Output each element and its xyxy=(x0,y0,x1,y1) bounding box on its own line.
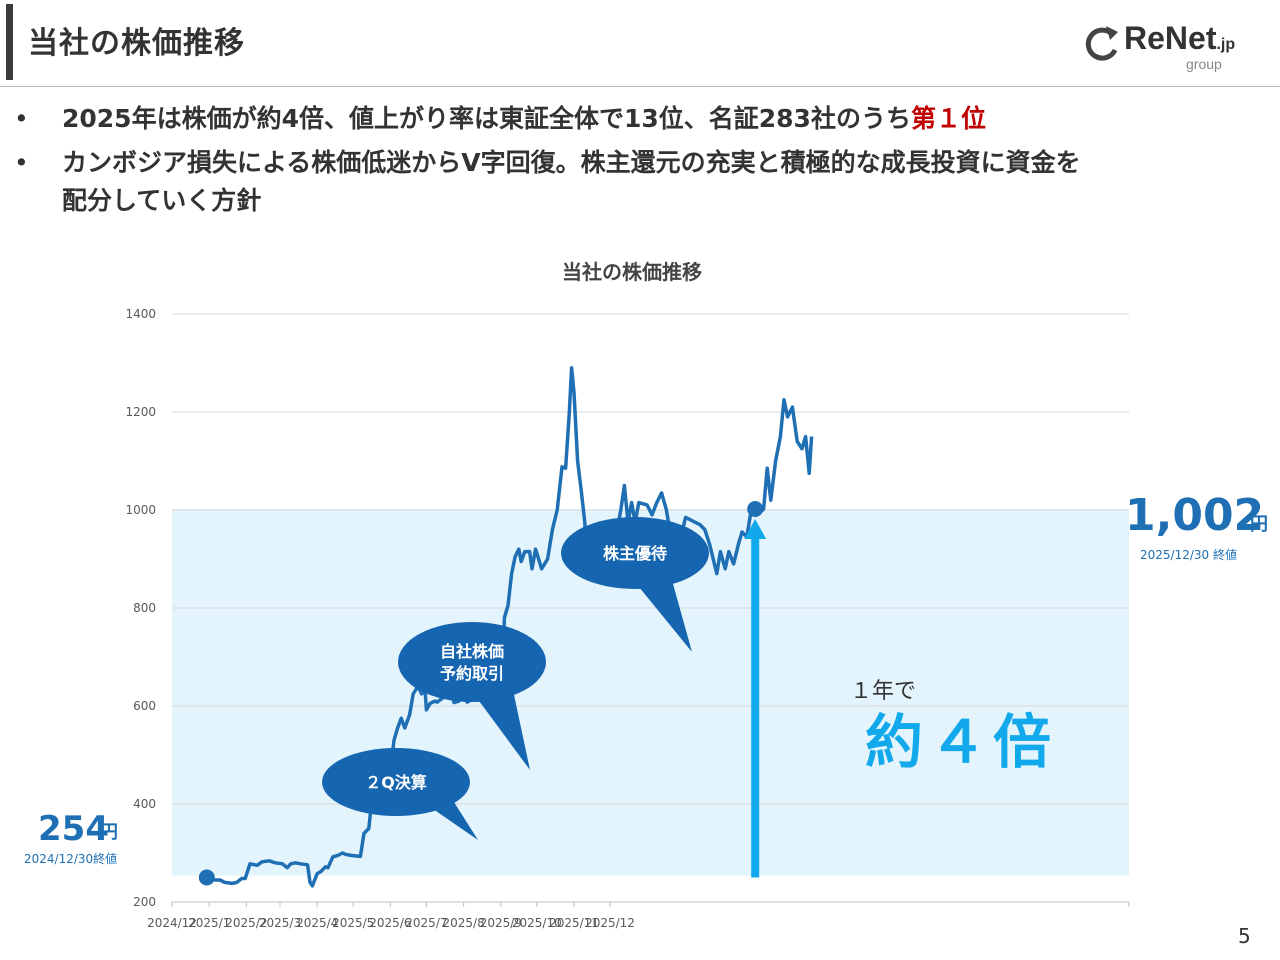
x-tick-label: 2025/7 xyxy=(405,916,447,930)
callout-shareholder-benefit: 株主優待 xyxy=(561,517,709,652)
bullet-item: • 2025年は株価が約4倍、値上がり率は東証全体で13位、名証283社のうち第… xyxy=(14,100,1254,138)
growth-arrow-shaft xyxy=(751,535,760,878)
bullet-text-continued: 配分していく方針 xyxy=(62,186,262,215)
x-tick-label: 2025/8 xyxy=(442,916,484,930)
growth-arrow-head xyxy=(744,519,767,540)
x-tick-label: 2024/12 xyxy=(147,916,197,930)
y-tick-label: 1400 xyxy=(125,307,156,321)
y-tick-label: 1200 xyxy=(125,405,156,419)
bullet-text: カンボジア損失による株価低迷からV字回復。株主還元の充実と積極的な成長投資に資金… xyxy=(62,148,1081,177)
x-tick-label: 2025/9 xyxy=(480,916,522,930)
page-number: 5 xyxy=(1238,924,1251,948)
page-title: 当社の株価推移 xyxy=(28,26,245,61)
callout-text: ２Q決算 xyxy=(365,773,427,792)
bullet-item: • カンボジア損失による株価低迷からV字回復。株主還元の充実と積極的な成長投資に… xyxy=(14,144,1254,220)
logo-subtitle: group xyxy=(1186,56,1222,72)
bullet-list: • 2025年は株価が約4倍、値上がり率は東証全体で13位、名証283社のうち第… xyxy=(14,100,1254,226)
x-tick-label: 2025/1 xyxy=(188,916,230,930)
price-line xyxy=(206,366,814,888)
y-tick-label: 1000 xyxy=(125,503,156,517)
bullet-highlight: 第１位 xyxy=(910,104,986,133)
x-tick-label: 2025/2 xyxy=(225,916,267,930)
company-logo: ReNet.jp group xyxy=(1082,20,1262,76)
chart-title: 当社の株価推移 xyxy=(562,260,702,284)
bullet-text: 2025年は株価が約4倍、値上がり率は東証全体で13位、名証283社のうち xyxy=(62,104,911,133)
header-divider xyxy=(0,86,1280,87)
header-accent-bar xyxy=(6,4,13,80)
refresh-arrow-icon xyxy=(1085,26,1118,61)
callout-text: 自社株価 xyxy=(440,642,504,661)
x-tick-label: 2025/5 xyxy=(332,916,374,930)
slide-header: 当社の株価推移 ReNet.jp group xyxy=(0,0,1280,88)
callout-tail xyxy=(630,566,692,652)
start-price-unit: 円 xyxy=(100,822,118,843)
end-price-date: 2025/12/30 終値 xyxy=(1140,547,1237,562)
bullet-marker: • xyxy=(14,148,29,177)
x-tick-label: 2025/10 xyxy=(512,916,562,930)
bullet-marker: • xyxy=(14,104,29,133)
y-tick-label: 600 xyxy=(133,699,156,713)
start-price-value: 254 xyxy=(38,809,109,849)
x-tick-label: 2025/11 xyxy=(549,916,599,930)
end-point-marker xyxy=(747,501,764,518)
callout-text: 予約取引 xyxy=(440,664,504,683)
callout-2q-results: ２Q決算 xyxy=(322,748,478,840)
callout-tail xyxy=(468,676,530,770)
x-tick-label: 2025/3 xyxy=(259,916,301,930)
x-tick-label: 2025/12 xyxy=(585,916,635,930)
logo-wordmark: ReNet.jp xyxy=(1124,20,1236,56)
y-tick-label: 400 xyxy=(133,797,156,811)
y-tick-label: 200 xyxy=(133,895,156,909)
growth-label-small: １年で xyxy=(850,679,916,704)
x-tick-label: 2025/6 xyxy=(369,916,411,930)
callout-text: 株主優待 xyxy=(603,544,667,563)
start-point-marker xyxy=(198,869,215,886)
callout-tail xyxy=(420,780,478,840)
end-price-value: 1,002 xyxy=(1125,490,1264,541)
end-price-unit: 円 xyxy=(1250,514,1268,535)
start-price-date: 2024/12/30終値 xyxy=(24,851,117,866)
y-tick-label: 800 xyxy=(133,601,156,615)
growth-label-big: 約４倍 xyxy=(865,708,1057,776)
x-tick-label: 2025/4 xyxy=(296,916,338,930)
callout-bubble xyxy=(561,517,709,589)
